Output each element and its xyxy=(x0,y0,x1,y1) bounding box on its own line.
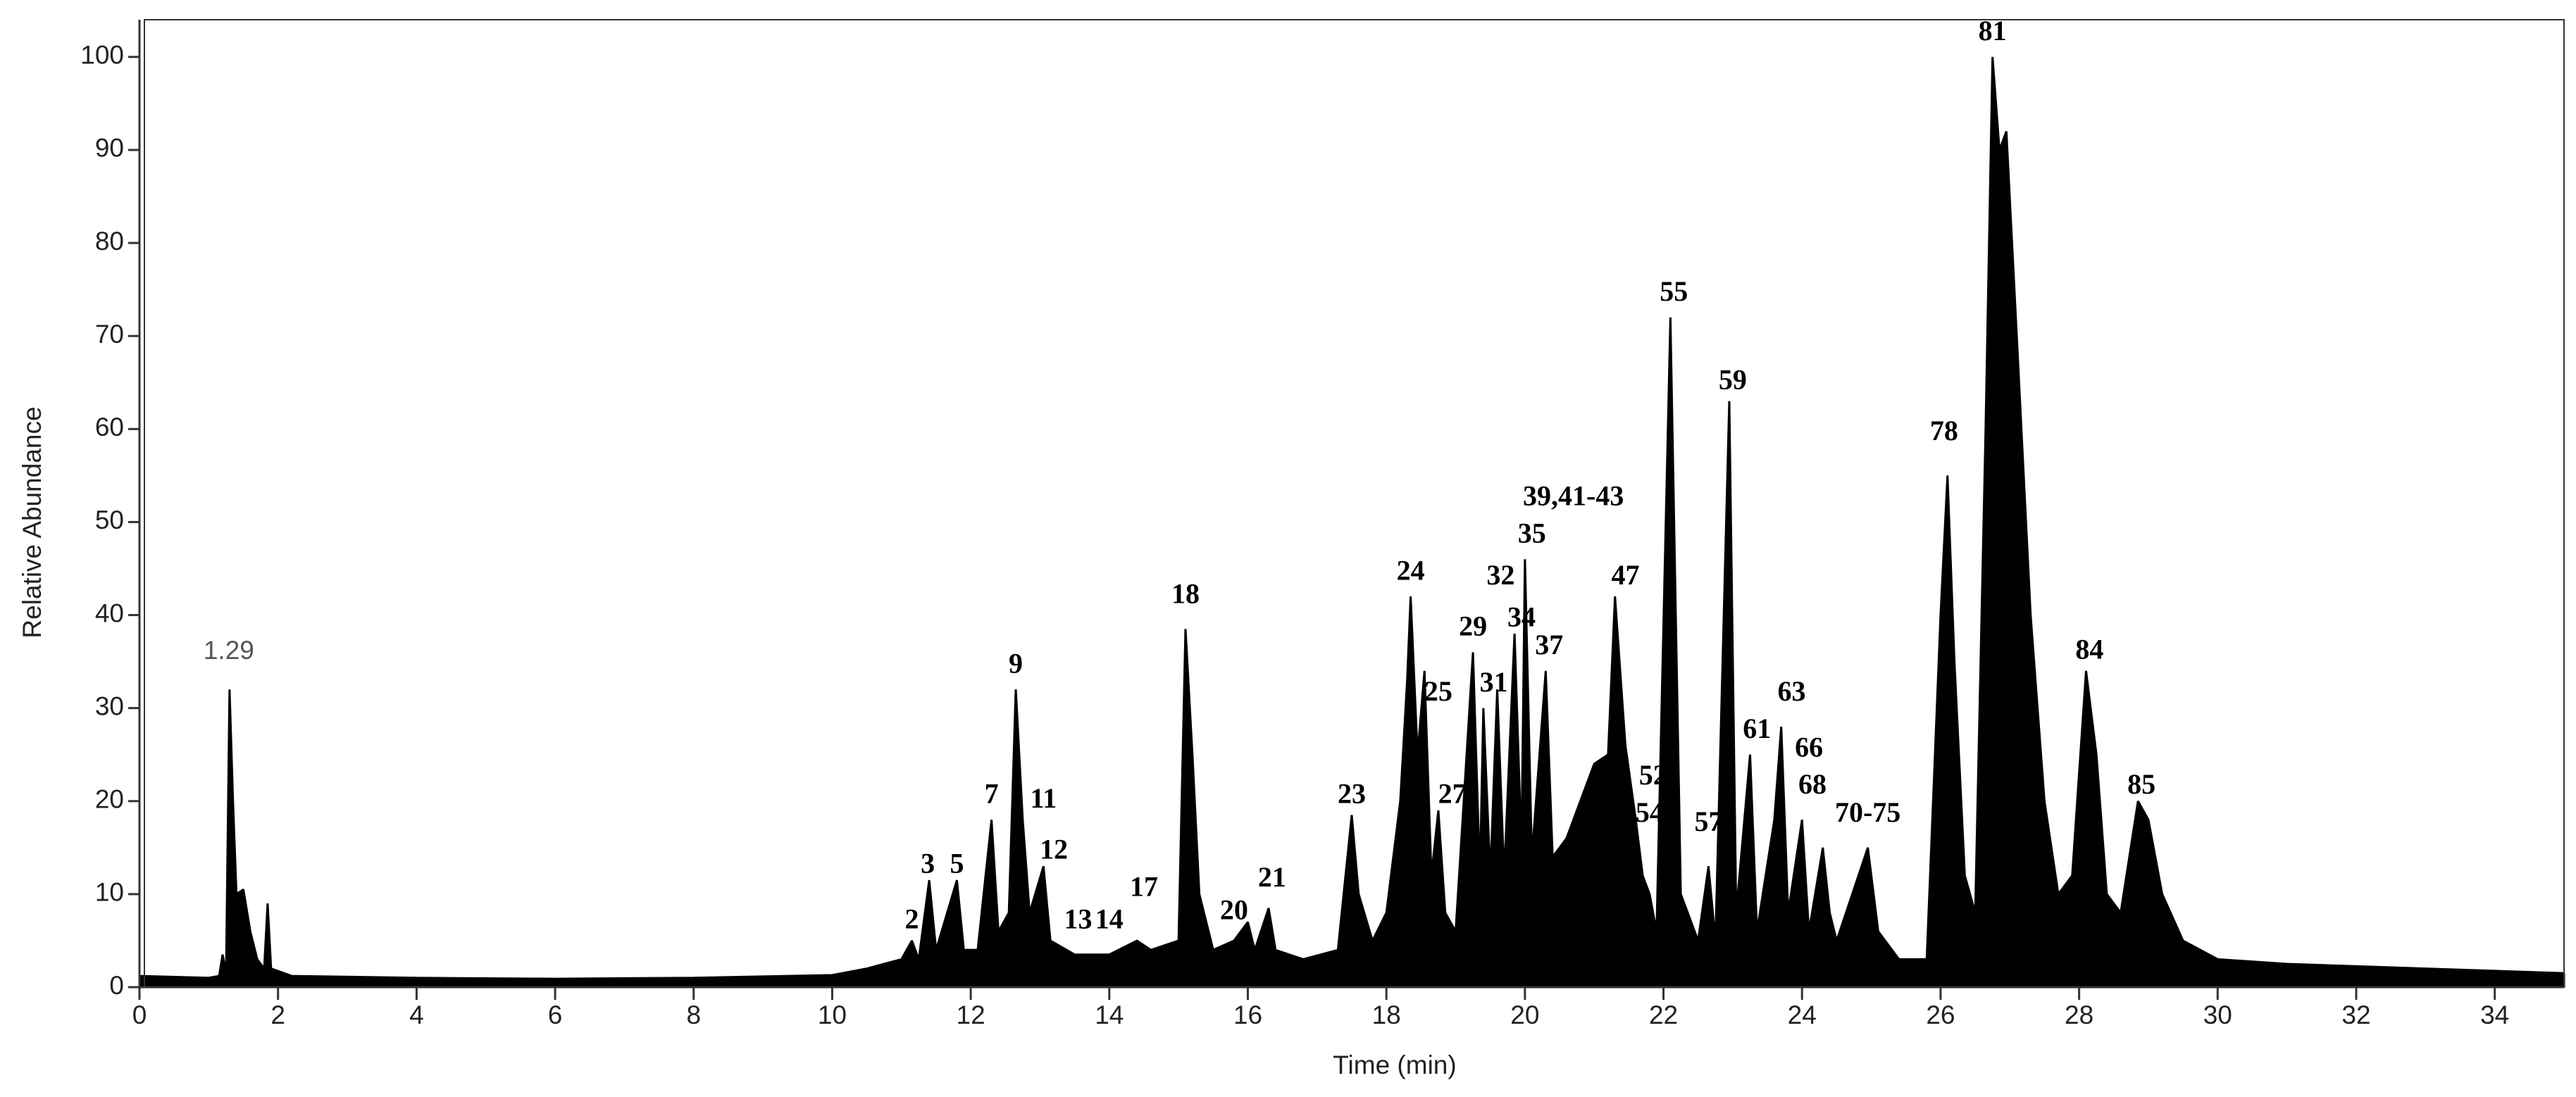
peak-label: 37 xyxy=(1535,629,1563,660)
x-axis-title: Time (min) xyxy=(1333,1051,1456,1079)
peak-label: 5 xyxy=(950,847,964,879)
y-tick-label: 10 xyxy=(95,878,124,907)
x-tick-label: 6 xyxy=(548,1001,563,1029)
peak-label: 7 xyxy=(985,777,999,809)
x-tick-label: 26 xyxy=(1926,1001,1955,1029)
chromatogram-trace xyxy=(138,56,2565,989)
peak-label: 12 xyxy=(1040,834,1068,865)
peak-label: 23 xyxy=(1338,777,1366,809)
x-tick-label: 0 xyxy=(132,1001,147,1029)
x-tick-label: 20 xyxy=(1510,1001,1539,1029)
x-tick-label: 8 xyxy=(686,1001,701,1029)
peak-label: 27 xyxy=(1438,777,1467,809)
peak-label: 9 xyxy=(1009,647,1023,679)
x-tick-label: 22 xyxy=(1649,1001,1678,1029)
peak-label: 3 xyxy=(921,847,935,879)
peak-label: 66 xyxy=(1795,731,1823,763)
peak-label: 55 xyxy=(1660,275,1688,307)
peak-label: 85 xyxy=(2127,768,2155,800)
peak-label: 2 xyxy=(905,903,919,935)
peak-label: 57 xyxy=(1694,805,1722,837)
peak-label: 31 xyxy=(1480,666,1508,698)
y-tick-label: 80 xyxy=(95,227,124,256)
y-tick-label: 60 xyxy=(95,413,124,441)
y-tick-label: 100 xyxy=(80,41,124,70)
peak-label: 24 xyxy=(1397,554,1425,586)
x-tick-label: 12 xyxy=(957,1001,985,1029)
peak-label: 70-75 xyxy=(1835,796,1900,828)
y-tick-label: 20 xyxy=(95,785,124,814)
peak-label: 29 xyxy=(1459,610,1487,642)
peak-label: 25 xyxy=(1424,675,1452,707)
y-tick-label: 50 xyxy=(95,506,124,534)
y-tick-label: 40 xyxy=(95,598,124,627)
y-tick-label: 0 xyxy=(109,971,124,1000)
peak-label: 13 xyxy=(1064,903,1093,935)
peak-label: 68 xyxy=(1798,768,1827,800)
peak-label: 54 xyxy=(1636,796,1664,828)
x-tick-label: 34 xyxy=(2480,1001,2509,1029)
peak-label: 34 xyxy=(1507,601,1536,632)
x-tick-label: 14 xyxy=(1095,1001,1124,1029)
peak-label: 63 xyxy=(1777,675,1805,707)
y-tick-label: 30 xyxy=(95,691,124,720)
x-tick-label: 10 xyxy=(818,1001,847,1029)
peak-label: 47 xyxy=(1611,559,1639,591)
peak-label: 84 xyxy=(2075,634,2103,665)
y-tick-label: 70 xyxy=(95,320,124,349)
peak-label: 59 xyxy=(1719,363,1747,395)
x-tick-label: 28 xyxy=(2065,1001,2093,1029)
peak-label: 78 xyxy=(1930,415,1958,446)
y-axis-title: Relative Abundance xyxy=(18,406,46,638)
peak-label: 81 xyxy=(1979,15,2007,46)
peak-label: 52 xyxy=(1639,759,1667,791)
peak-label: 18 xyxy=(1171,577,1200,609)
x-tick-label: 18 xyxy=(1372,1001,1401,1029)
peak-label: 1.29 xyxy=(204,636,254,665)
x-tick-label: 4 xyxy=(409,1001,424,1029)
peak-label: 39,41-43 xyxy=(1523,480,1624,512)
peak-label: 14 xyxy=(1095,903,1124,935)
y-tick-label: 90 xyxy=(95,134,124,163)
x-tick-label: 30 xyxy=(2203,1001,2232,1029)
peak-label: 61 xyxy=(1743,713,1771,744)
peak-label: 21 xyxy=(1258,861,1286,893)
x-tick-label: 16 xyxy=(1233,1001,1262,1029)
x-tick-label: 24 xyxy=(1788,1001,1817,1029)
peak-label: 32 xyxy=(1486,559,1514,591)
x-tick-label: 2 xyxy=(270,1001,285,1029)
peak-label: 35 xyxy=(1518,517,1546,548)
x-tick-label: 32 xyxy=(2341,1001,2370,1029)
peak-label: 20 xyxy=(1220,894,1248,925)
peak-label: 17 xyxy=(1130,870,1158,902)
peak-label: 11 xyxy=(1030,782,1057,814)
